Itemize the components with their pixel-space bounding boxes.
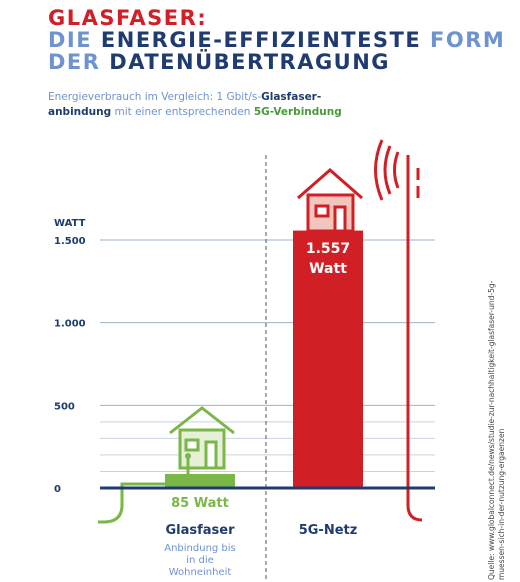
title: DIE [48, 28, 93, 52]
data-label: 85 Watt [171, 496, 229, 511]
subtitle: 5G-Verbindung [253, 106, 342, 118]
x-tick-label: 5G-Netz [298, 523, 358, 538]
title: FORM [430, 28, 506, 52]
subtitle: Energieverbrauch im Vergleich: 1 Gbit/s- [48, 91, 262, 103]
title-line: DER DATENÜBERTRAGUNG [48, 50, 390, 74]
title: DATENÜBERTRAGUNG [109, 50, 391, 74]
x-tick-label: Glasfaser [165, 523, 235, 538]
title: ENERGIE-EFFIZIENTESTE [100, 28, 422, 52]
cable-end [185, 453, 191, 459]
axis-label: WATT [54, 218, 86, 229]
bar [293, 230, 363, 489]
title: GLASFASER: [48, 6, 208, 30]
y-tick-label: 1.000 [54, 319, 86, 330]
y-tick-label: 0 [54, 484, 61, 495]
bar [165, 473, 235, 488]
house-icon [297, 168, 363, 233]
title: DER [48, 50, 101, 74]
data-label: 1.557 Watt [305, 240, 351, 277]
subtitle: Glasfaser-anbindung [48, 91, 322, 118]
subtitle: Energieverbrauch im Vergleich: 1 Gbit/s-… [48, 90, 348, 120]
y-tick-label: 1.500 [54, 236, 86, 247]
antenna-icon [374, 139, 423, 522]
cable [98, 456, 190, 524]
source: Quelle: www.globalconnect.de/news/studie… [487, 280, 506, 580]
y-tick-label: 500 [54, 401, 75, 412]
title-line: GLASFASER: [48, 6, 207, 30]
house-icon [169, 406, 235, 470]
title-line: DIE ENERGIE-EFFIZIENTESTE FORM [48, 28, 505, 52]
subtitle: mit einer entsprechenden [114, 106, 251, 118]
category-note: Anbindung bis in die Wohneinheit [164, 543, 236, 578]
